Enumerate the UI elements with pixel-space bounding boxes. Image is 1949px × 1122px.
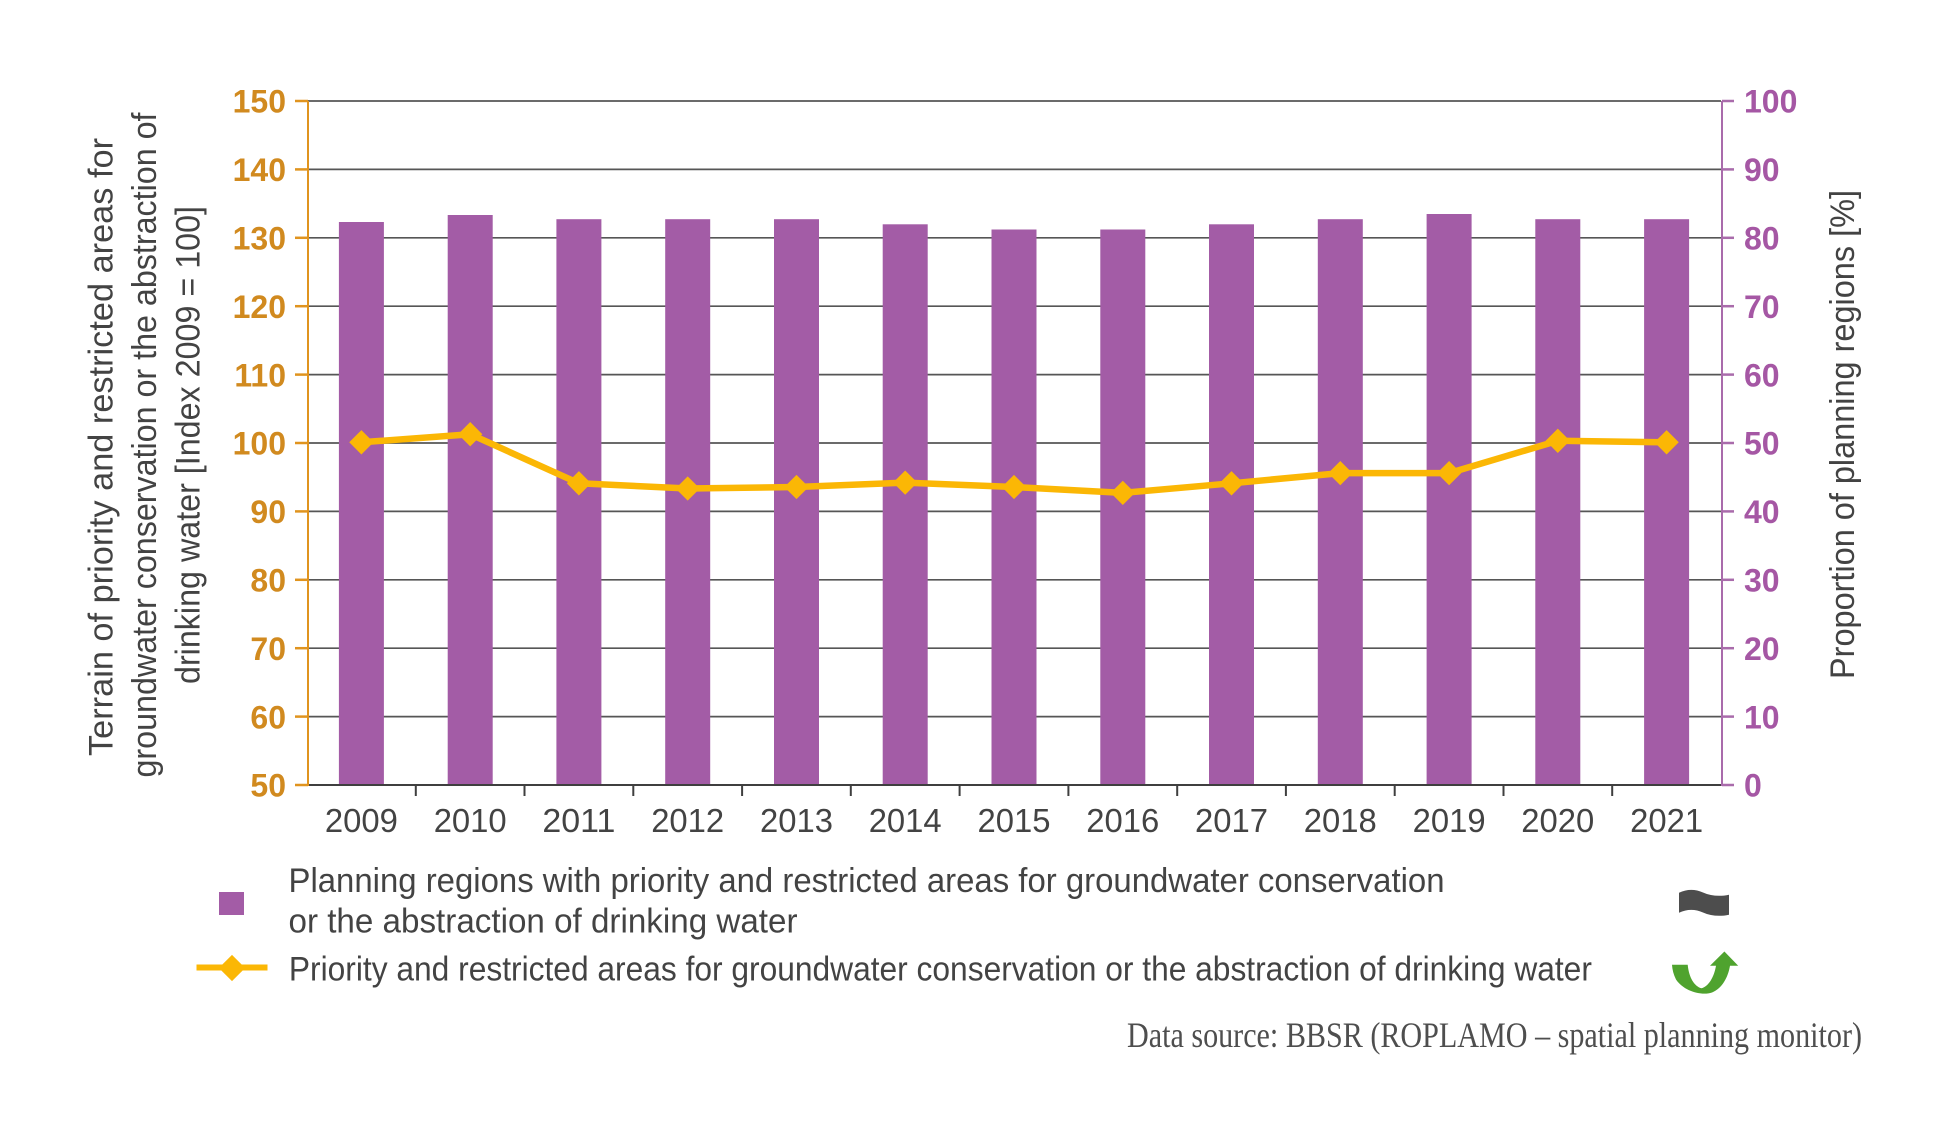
svg-text:50: 50 — [250, 768, 286, 804]
svg-text:60: 60 — [250, 699, 286, 735]
svg-text:110: 110 — [234, 357, 286, 393]
svg-text:120: 120 — [233, 289, 286, 325]
svg-text:90: 90 — [250, 494, 286, 530]
svg-text:40: 40 — [1744, 494, 1780, 530]
svg-text:Proportion of planning regions: Proportion of planning regions [%] — [1824, 190, 1862, 679]
svg-text:30: 30 — [1744, 563, 1780, 599]
svg-text:2016: 2016 — [1086, 802, 1159, 839]
svg-text:70: 70 — [1744, 289, 1780, 325]
svg-text:100: 100 — [233, 426, 286, 462]
svg-text:2009: 2009 — [325, 802, 398, 839]
svg-text:140: 140 — [233, 152, 286, 188]
svg-text:2010: 2010 — [434, 802, 507, 839]
svg-text:80: 80 — [1744, 221, 1780, 257]
svg-text:drinking water [Index 2009 = 1: drinking water [Index 2009 = 100] — [170, 206, 208, 684]
svg-text:80: 80 — [250, 563, 286, 599]
svg-text:150: 150 — [233, 84, 286, 120]
svg-text:groundwater conservation or th: groundwater conservation or the abstract… — [126, 112, 164, 778]
svg-text:130: 130 — [233, 221, 286, 257]
svg-text:10: 10 — [1744, 699, 1780, 735]
svg-text:2013: 2013 — [760, 802, 833, 839]
svg-text:2018: 2018 — [1304, 802, 1377, 839]
svg-text:20: 20 — [1744, 631, 1780, 667]
svg-text:2014: 2014 — [869, 802, 942, 839]
svg-text:50: 50 — [1744, 426, 1780, 462]
svg-text:2011: 2011 — [542, 802, 615, 839]
svg-text:2017: 2017 — [1195, 802, 1268, 839]
svg-text:2019: 2019 — [1413, 802, 1486, 839]
svg-text:2020: 2020 — [1521, 802, 1594, 839]
svg-text:Terrain of priority and restri: Terrain of priority and restricted areas… — [83, 138, 121, 756]
svg-text:Data source: BBSR (ROPLAMO – s: Data source: BBSR (ROPLAMO – spatial pla… — [1127, 1015, 1862, 1055]
svg-text:70: 70 — [250, 631, 286, 667]
svg-text:2015: 2015 — [978, 802, 1051, 839]
svg-text:100: 100 — [1744, 84, 1797, 120]
svg-text:or the abstraction of drinking: or the abstraction of drinking water — [289, 903, 798, 941]
svg-text:Priority and restricted areas: Priority and restricted areas for ground… — [289, 951, 1592, 989]
svg-text:60: 60 — [1744, 357, 1780, 393]
svg-text:90: 90 — [1744, 152, 1780, 188]
svg-text:Planning regions with priority: Planning regions with priority and restr… — [289, 862, 1445, 900]
svg-text:0: 0 — [1744, 768, 1762, 804]
svg-text:2012: 2012 — [651, 802, 724, 839]
svg-text:2021: 2021 — [1630, 802, 1703, 839]
